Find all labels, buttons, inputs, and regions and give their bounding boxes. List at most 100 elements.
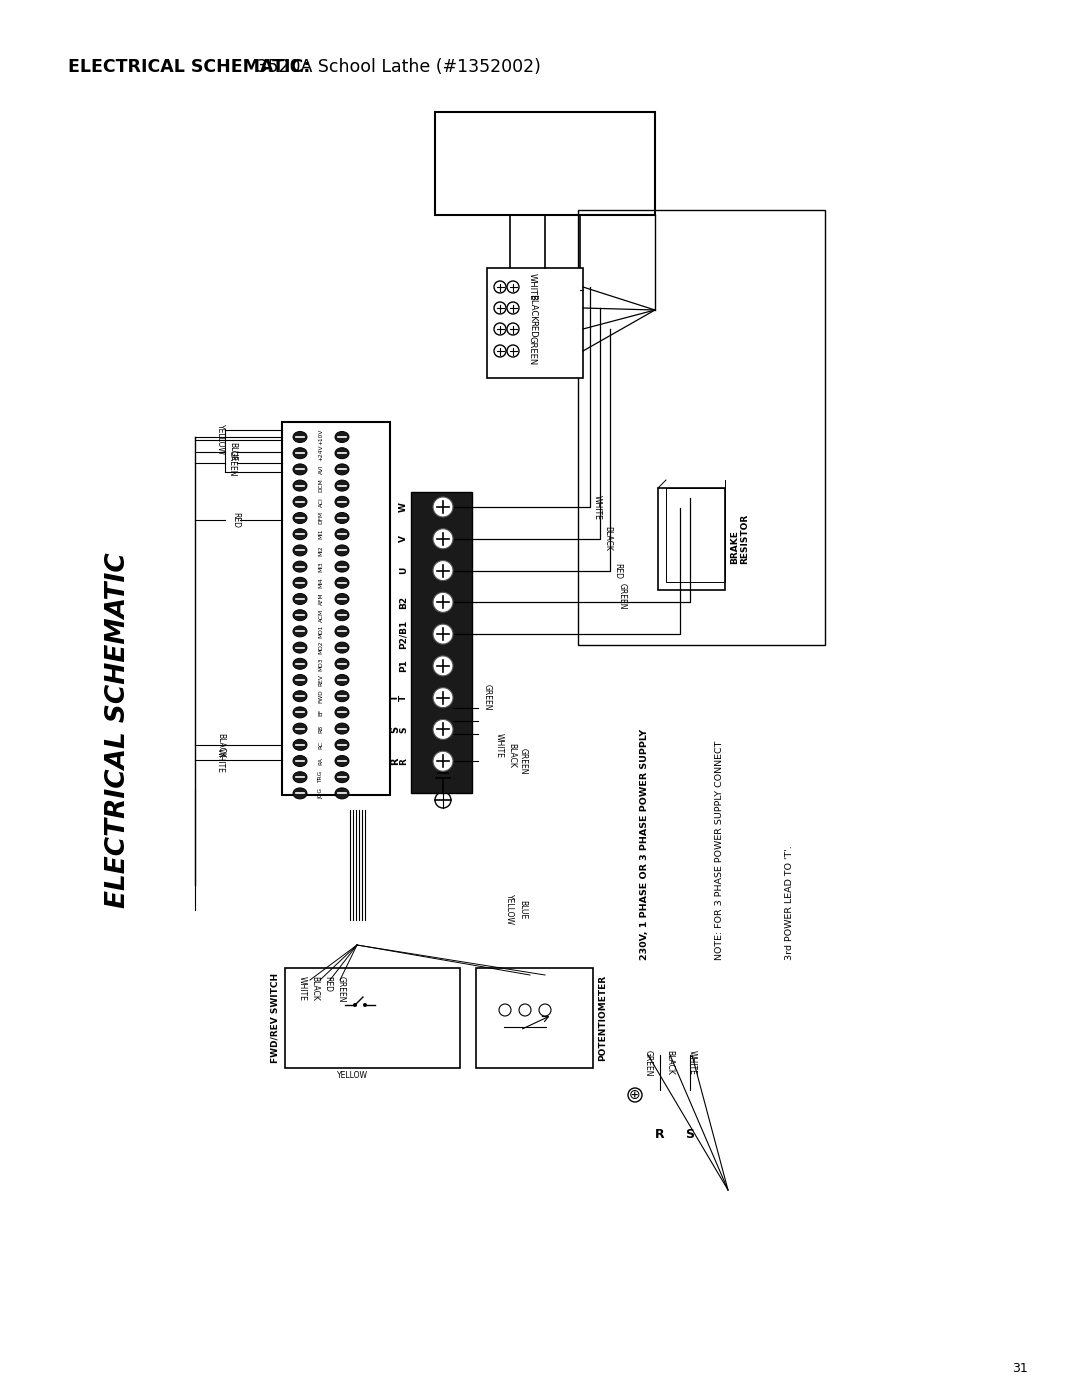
Text: ACM: ACM: [319, 609, 324, 622]
Bar: [666, 488, 725, 583]
Text: POTENTIOMETER: POTENTIOMETER: [598, 975, 607, 1062]
Text: BLACK: BLACK: [311, 977, 320, 1000]
Ellipse shape: [293, 496, 307, 507]
Text: GREEN: GREEN: [519, 747, 528, 774]
Circle shape: [507, 345, 519, 358]
Ellipse shape: [293, 690, 307, 701]
Ellipse shape: [335, 675, 349, 686]
Ellipse shape: [335, 788, 349, 799]
Text: MI1: MI1: [319, 529, 324, 539]
Text: U: U: [399, 567, 408, 574]
Text: WHITE: WHITE: [216, 747, 225, 773]
Circle shape: [494, 302, 507, 314]
Text: 230V, 1 PHASE OR 3 PHASE POWER SUPPLY: 230V, 1 PHASE OR 3 PHASE POWER SUPPLY: [640, 729, 649, 960]
Ellipse shape: [335, 496, 349, 507]
Text: BLACK: BLACK: [528, 295, 537, 321]
Text: MO3: MO3: [319, 657, 324, 671]
Text: RED: RED: [231, 511, 240, 528]
Text: WHITE: WHITE: [528, 274, 537, 300]
Circle shape: [433, 752, 453, 771]
Text: RED: RED: [613, 563, 622, 578]
Text: 3520A School Lathe (#1352002): 3520A School Lathe (#1352002): [251, 59, 541, 75]
Ellipse shape: [293, 432, 307, 443]
Circle shape: [433, 655, 453, 676]
Ellipse shape: [335, 513, 349, 524]
Bar: [510, 215, 580, 275]
Text: WHITE: WHITE: [688, 1051, 697, 1074]
Ellipse shape: [335, 724, 349, 733]
Text: ⊕: ⊕: [630, 1088, 640, 1102]
Ellipse shape: [293, 481, 307, 492]
Text: BLUE: BLUE: [518, 901, 527, 919]
Circle shape: [494, 323, 507, 335]
Text: P1: P1: [399, 659, 408, 672]
Text: MI2: MI2: [319, 545, 324, 556]
Circle shape: [433, 592, 453, 612]
Text: R: R: [399, 757, 408, 764]
Ellipse shape: [293, 626, 307, 637]
Ellipse shape: [293, 771, 307, 782]
Ellipse shape: [335, 690, 349, 701]
Text: W: W: [399, 502, 408, 511]
Text: FWD/REV SWITCH: FWD/REV SWITCH: [271, 972, 280, 1063]
Text: WHITE: WHITE: [495, 733, 504, 757]
Text: NOTE: FOR 3 PHASE POWER SUPPLY CONNECT: NOTE: FOR 3 PHASE POWER SUPPLY CONNECT: [715, 740, 724, 960]
Bar: [487, 268, 583, 379]
Ellipse shape: [335, 432, 349, 443]
Text: B2: B2: [399, 595, 408, 609]
Text: P2/B1: P2/B1: [399, 619, 408, 648]
Text: BRAKE
RESISTOR: BRAKE RESISTOR: [730, 514, 750, 564]
Circle shape: [433, 687, 453, 708]
Circle shape: [507, 281, 519, 293]
Text: MO1: MO1: [319, 624, 324, 638]
Text: TRG: TRG: [319, 771, 324, 784]
Text: REV: REV: [319, 675, 324, 686]
Ellipse shape: [293, 577, 307, 588]
Text: BLACK: BLACK: [216, 732, 225, 757]
Bar: [658, 488, 725, 590]
Text: S: S: [399, 726, 408, 732]
Text: S: S: [686, 1129, 694, 1141]
Text: BLACK: BLACK: [665, 1051, 675, 1074]
Circle shape: [507, 323, 519, 335]
Ellipse shape: [293, 739, 307, 750]
Ellipse shape: [293, 658, 307, 669]
Ellipse shape: [293, 609, 307, 620]
Ellipse shape: [335, 577, 349, 588]
Ellipse shape: [335, 528, 349, 539]
Text: T: T: [399, 694, 408, 701]
Ellipse shape: [293, 562, 307, 573]
Ellipse shape: [335, 658, 349, 669]
Bar: [411, 492, 472, 793]
Text: RA: RA: [319, 757, 324, 766]
Bar: [578, 210, 825, 645]
Circle shape: [433, 497, 453, 517]
Text: RED: RED: [324, 977, 333, 992]
Circle shape: [433, 560, 453, 581]
Ellipse shape: [293, 545, 307, 556]
Text: AFM: AFM: [319, 592, 324, 605]
Text: BLACK: BLACK: [603, 527, 612, 552]
Ellipse shape: [335, 481, 349, 492]
Text: GREEN: GREEN: [618, 583, 627, 609]
Ellipse shape: [335, 545, 349, 556]
Bar: [282, 422, 390, 795]
Ellipse shape: [335, 447, 349, 458]
Text: MI4: MI4: [319, 577, 324, 588]
Text: RED: RED: [528, 320, 537, 338]
Text: +24V: +24V: [319, 446, 324, 461]
Text: WHITE: WHITE: [297, 977, 307, 1000]
Ellipse shape: [335, 594, 349, 605]
Ellipse shape: [335, 562, 349, 573]
Text: GREEN: GREEN: [228, 450, 237, 476]
Ellipse shape: [293, 594, 307, 605]
Text: 3rd POWER LEAD TO 'T'.: 3rd POWER LEAD TO 'T'.: [785, 845, 794, 960]
Circle shape: [494, 345, 507, 358]
Ellipse shape: [335, 643, 349, 654]
Ellipse shape: [335, 626, 349, 637]
Circle shape: [433, 529, 453, 549]
Text: S: S: [390, 726, 400, 733]
Circle shape: [507, 302, 519, 314]
Text: GREEN: GREEN: [644, 1051, 652, 1077]
Text: BLACK: BLACK: [507, 743, 516, 768]
